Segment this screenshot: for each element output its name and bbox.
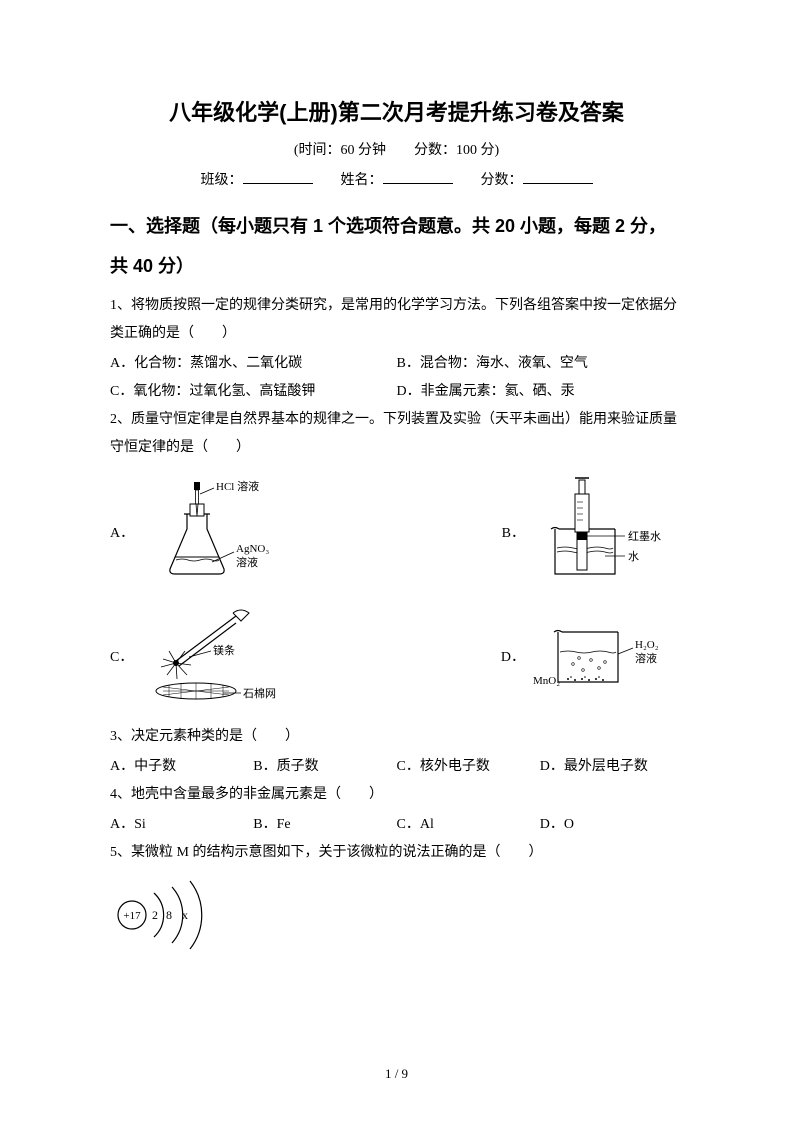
q4-option-c: C．Al [397,811,540,839]
label-solution-a: 溶液 [236,555,258,569]
question-1-options-row2: C．氧化物：过氧化氢、高锰酸钾 D．非金属元素：氦、硒、汞 [110,378,683,406]
q2-label-c: C． [110,646,133,666]
q4-option-a: A．Si [110,811,253,839]
q2-diagram-row-1: A． HCl 溶液 AgNO₃ 溶液 B． [110,474,683,589]
q2-label-d: D． [501,646,525,666]
question-1-options-row1: A．化合物：蒸馏水、二氧化碳 B．混合物：海水、液氧、空气 [110,350,683,378]
label-h2o2: H₂O₂ [635,639,659,651]
label-net: 石棉网 [243,686,276,700]
q5-diagram: +17 2 8 x [110,875,683,960]
label-solution-d: 溶液 [635,651,657,665]
section-1-header: 一、选择题（每小题只有 1 个选项符合题意。共 20 小题，每题 2 分，共 4… [110,207,683,286]
page-number: 1 / 9 [0,1066,793,1082]
q2-diagram-b: 红墨水 水 [533,474,683,589]
score-label: 分数： [481,173,523,188]
q2-label-b: B． [502,522,525,542]
q3-option-b: B．质子数 [253,753,396,781]
name-blank[interactable] [383,170,453,184]
class-label: 班级： [201,173,243,188]
question-1-text: 1、将物质按照一定的规律分类研究，是常用的化学学习方法。下列各组答案中按一定依据… [110,292,683,348]
nucleus-label: +17 [123,910,141,922]
exam-subtitle: (时间：60 分钟 分数：100 分) [110,139,683,159]
label-mno2: MnO₂ [533,675,560,687]
exam-title: 八年级化学(上册)第二次月考提升练习卷及答案 [110,95,683,127]
question-2-text: 2、质量守恒定律是自然界基本的规律之一。下列装置及实验（天平未画出）能用来验证质… [110,406,683,462]
q1-option-c: C．氧化物：过氧化氢、高锰酸钾 [110,378,397,406]
label-hcl: HCl 溶液 [216,479,259,493]
shell-2: 8 [166,908,172,922]
q2-diagram-row-2: C． 镁条 石棉网 [110,601,683,711]
q2-diagram-d: MnO₂ H₂O₂ 溶液 [533,614,683,699]
name-label: 姓名： [341,173,383,188]
q4-option-b: B．Fe [253,811,396,839]
shell-3: x [182,908,188,922]
student-info-line: 班级： 姓名： 分数： [110,169,683,189]
q2-label-a: A． [110,522,134,542]
question-4-text: 4、地壳中含量最多的非金属元素是（ ） [110,781,683,809]
q1-option-a: A．化合物：蒸馏水、二氧化碳 [110,350,397,378]
label-mg: 镁条 [213,643,235,657]
class-blank[interactable] [243,170,313,184]
q2-diagram-a: HCl 溶液 AgNO₃ 溶液 [142,474,292,589]
question-3-options: A．中子数 B．质子数 C．核外电子数 D．最外层电子数 [110,753,683,781]
label-water: 水 [628,550,639,563]
label-ink: 红墨水 [628,530,661,543]
q3-option-c: C．核外电子数 [397,753,540,781]
question-3-text: 3、决定元素种类的是（ ） [110,723,683,751]
label-agno3: AgNO₃ [236,543,269,555]
score-blank[interactable] [523,170,593,184]
q3-option-d: D．最外层电子数 [540,753,683,781]
question-5-text: 5、某微粒 M 的结构示意图如下，关于该微粒的说法正确的是（ ） [110,839,683,867]
question-4-options: A．Si B．Fe C．Al D．O [110,811,683,839]
shell-1: 2 [152,908,158,922]
q4-option-d: D．O [540,811,683,839]
q3-option-a: A．中子数 [110,753,253,781]
q1-option-b: B．混合物：海水、液氧、空气 [397,350,684,378]
q2-diagram-c: 镁条 石棉网 [141,601,301,711]
q1-option-d: D．非金属元素：氦、硒、汞 [397,378,684,406]
